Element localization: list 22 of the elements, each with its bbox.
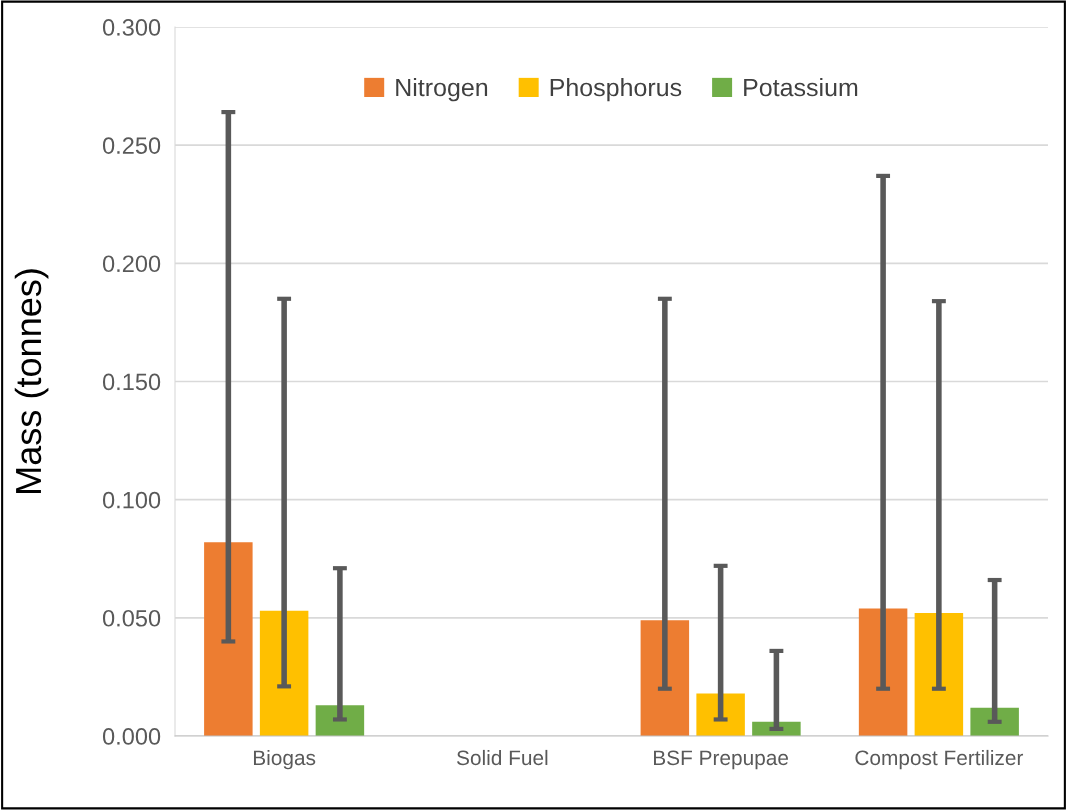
bar <box>970 707 1019 736</box>
y-axis-title: Mass (tonnes) <box>14 269 49 493</box>
y-tick-label: 0.250 <box>102 137 161 154</box>
y-tick-label: 0.100 <box>102 491 161 509</box>
bar <box>259 610 309 736</box>
x-tick-label: Biogas <box>253 749 316 770</box>
y-tick-label: 0.050 <box>102 609 161 627</box>
bar <box>640 620 690 736</box>
legend-label: Nitrogen <box>396 77 488 102</box>
bar <box>696 693 745 736</box>
y-tick-label: 0.000 <box>102 728 161 745</box>
legend-label: Phosphorus <box>550 77 682 102</box>
x-tick-label: BSF Prepupae <box>654 750 789 770</box>
legend-label: Potassium <box>744 77 858 97</box>
bar <box>914 613 964 736</box>
y-tick-label: 0.150 <box>102 373 161 391</box>
bar <box>858 608 908 736</box>
y-tick-label: 0.300 <box>102 19 161 36</box>
bar <box>315 705 365 736</box>
y-tick-label: 0.200 <box>102 255 161 273</box>
x-tick-label: Compost Fertilizer <box>855 749 1024 770</box>
x-tick-label: Solid Fuel <box>457 749 548 766</box>
